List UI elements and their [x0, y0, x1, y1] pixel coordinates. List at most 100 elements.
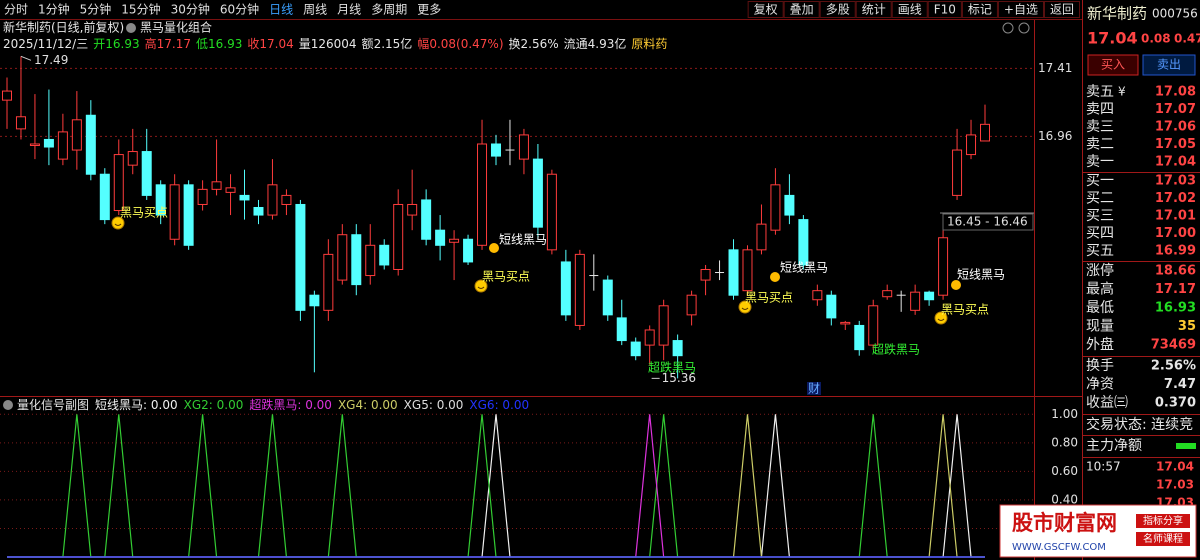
- toolbar-button[interactable]: 画线: [898, 3, 922, 17]
- stat-value: 73469: [1151, 338, 1196, 353]
- ask-label: 卖三: [1086, 119, 1114, 135]
- signal-label: 短线黑马: [499, 233, 547, 247]
- candle-body: [309, 294, 320, 307]
- toolbar-button-frame: [997, 1, 1044, 18]
- toolbar-tab[interactable]: 日线: [269, 3, 293, 17]
- candle-body: [57, 131, 68, 160]
- info-label: 换: [509, 37, 521, 51]
- candle-body: [29, 143, 40, 147]
- toolbar-tab[interactable]: 30分钟: [171, 2, 210, 17]
- legend-separator: :: [429, 398, 437, 412]
- signal-icon: [111, 216, 125, 230]
- info-value: 16.93: [208, 37, 242, 51]
- signal-icon-face: [937, 318, 945, 321]
- max-arrow: [20, 55, 32, 61]
- max-label: 17.49: [34, 53, 68, 67]
- toolbar-button[interactable]: 统计: [862, 3, 886, 17]
- bid-value: 17.00: [1155, 226, 1196, 241]
- candle-body: [742, 249, 753, 292]
- toolbar-tab[interactable]: 月线: [337, 3, 361, 17]
- sub-axis-label: 1.00: [1051, 407, 1078, 421]
- candle-body: [71, 119, 82, 151]
- legend-name: XG4: [338, 398, 363, 412]
- info-date: 2025/11/12/三: [3, 37, 88, 51]
- news-marker[interactable]: 财: [808, 382, 820, 396]
- indicator-name[interactable]: 黑马量化组合: [140, 20, 212, 35]
- candle-body: [15, 116, 26, 130]
- toolbar-tab[interactable]: 多周期: [371, 3, 407, 17]
- sub-legend: 量化信号副图 短线黑马: 0.00 XG2: 0.00 超跌黑马: 0.00 XG4: …: [17, 397, 529, 412]
- candle-body: [323, 253, 334, 311]
- info-value: 4.93亿: [588, 36, 627, 51]
- candle-body: [518, 134, 529, 160]
- toolbar-tab[interactable]: 1分钟: [38, 2, 70, 17]
- candle-body: [141, 151, 152, 196]
- toolbar-button[interactable]: 复权: [754, 3, 778, 17]
- candle-body: [295, 203, 306, 311]
- candle-body: [351, 234, 362, 286]
- toolbar-button-frame: [747, 1, 784, 18]
- buy-button[interactable]: [1087, 54, 1139, 76]
- legend-value: 0.00: [151, 398, 178, 412]
- info-value: 16.93: [105, 37, 139, 51]
- toolbar-tab[interactable]: 分时: [4, 3, 28, 17]
- signal-label: 黑马买点: [482, 270, 530, 284]
- candle-body: [127, 151, 138, 166]
- stat-label: 涨停: [1086, 262, 1114, 279]
- legend-name: XG2: [184, 398, 209, 412]
- sell-button-label[interactable]: 卖出: [1157, 58, 1181, 72]
- legend-name: 超跌黑马: [249, 397, 297, 412]
- range-label: 16.45 - 16.46: [947, 215, 1028, 229]
- toolbar-tab[interactable]: 5分钟: [80, 2, 112, 17]
- indicator-icon: [126, 23, 136, 33]
- toolbar-button[interactable]: +自选: [1004, 3, 1038, 17]
- candle-body: [560, 261, 571, 316]
- trade-time: 10:57: [1086, 460, 1121, 474]
- toolbar-tab[interactable]: 周线: [303, 3, 327, 17]
- bid-label: 买四: [1086, 226, 1114, 242]
- info-label: 收: [247, 37, 259, 51]
- legend-value: 0.00: [437, 398, 464, 412]
- candle-body: [630, 341, 641, 357]
- info-value: 17.17: [157, 37, 191, 51]
- candle-body: [700, 268, 711, 281]
- candle-body: [658, 305, 669, 346]
- candle-body: [197, 188, 208, 205]
- toolbar-tab[interactable]: 更多: [417, 3, 441, 17]
- candle-body: [756, 223, 767, 251]
- candle-body: [854, 324, 865, 351]
- candle-body: [379, 244, 390, 266]
- toolbar-button-frame: [855, 1, 892, 18]
- stat-label: 收益㈢: [1086, 395, 1128, 411]
- info-value: 126004: [311, 37, 357, 51]
- toolbar-button-frame: [1043, 1, 1080, 18]
- ask-value: 17.07: [1155, 102, 1196, 117]
- bid-label: 买二: [1086, 191, 1114, 207]
- toolbar-button[interactable]: 标记: [968, 3, 992, 17]
- info-value: 0.08(0.47%): [429, 37, 503, 51]
- candle-body: [169, 184, 180, 240]
- watermark-tag: [1136, 514, 1190, 528]
- stat-label: 换手: [1086, 357, 1114, 374]
- buy-button-label[interactable]: 买入: [1101, 58, 1125, 72]
- toolbar-button[interactable]: 返回: [1050, 3, 1074, 17]
- candle-body: [267, 184, 278, 216]
- sell-button[interactable]: [1142, 54, 1196, 76]
- sub-axis-label: 0.80: [1051, 435, 1078, 449]
- toolbar-button[interactable]: 叠加: [790, 3, 814, 17]
- signal-icon: [934, 311, 948, 325]
- toolbar-tab[interactable]: 15分钟: [121, 2, 160, 17]
- info-label: 流通: [564, 37, 588, 51]
- toolbar-button[interactable]: F10: [934, 3, 956, 17]
- legend-name: 短线黑马: [95, 398, 143, 412]
- candle-body: [421, 199, 432, 240]
- bid-label: 买一: [1086, 173, 1114, 189]
- toolbar-button[interactable]: 多股: [826, 3, 850, 17]
- candle-body: [882, 290, 893, 298]
- signal-icon: [951, 280, 961, 290]
- toolbar-tab[interactable]: 60分钟: [220, 2, 259, 17]
- toolbar-button-frame: [927, 1, 962, 18]
- toolbar-button-frame: [891, 1, 928, 18]
- stat-value: 7.47: [1164, 377, 1196, 392]
- candle-body: [407, 203, 418, 216]
